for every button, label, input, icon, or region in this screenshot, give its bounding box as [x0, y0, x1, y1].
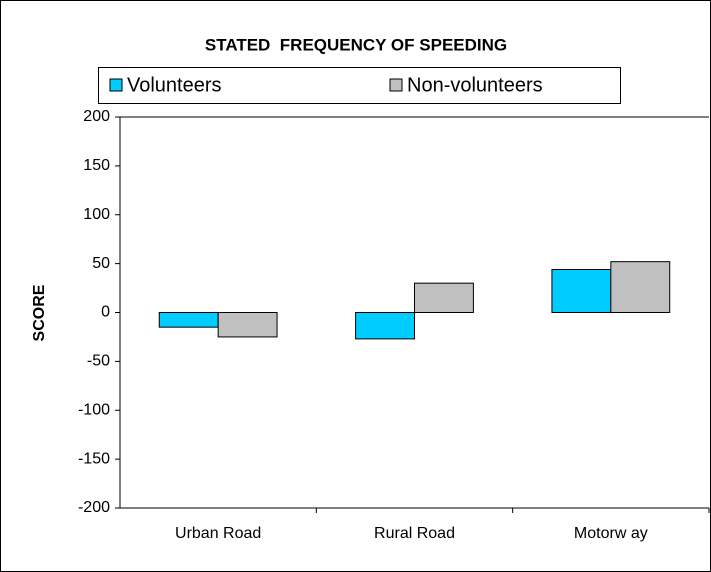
x-tick-label: Rural Road — [374, 525, 455, 542]
x-tick-label: Motorw ay — [574, 525, 648, 542]
bar — [551, 268, 612, 313]
legend-swatch — [389, 78, 403, 92]
y-tick-label: 50 — [92, 255, 110, 272]
y-tick-label: 200 — [83, 108, 110, 125]
bar — [414, 282, 474, 313]
bar — [355, 312, 416, 340]
bar — [610, 261, 671, 314]
y-tick-label: 150 — [83, 157, 110, 174]
y-axis-label: SCORE — [31, 284, 48, 341]
bar — [217, 312, 278, 338]
y-tick-label: 100 — [83, 206, 110, 223]
chart-title: STATED FREQUENCY OF SPEEDING — [205, 35, 507, 54]
y-tick-label: -100 — [78, 401, 110, 418]
legend-label: Volunteers — [127, 74, 222, 96]
x-tick-label: Urban Road — [175, 525, 261, 542]
y-tick-label: -200 — [78, 499, 110, 516]
y-tick-label: -150 — [78, 450, 110, 467]
y-tick-label: 0 — [101, 304, 110, 321]
bar — [158, 312, 219, 328]
legend-swatch — [109, 78, 123, 92]
legend-box — [98, 67, 621, 104]
y-tick-label: -50 — [87, 353, 110, 370]
legend-label: Non-volunteers — [407, 74, 543, 96]
